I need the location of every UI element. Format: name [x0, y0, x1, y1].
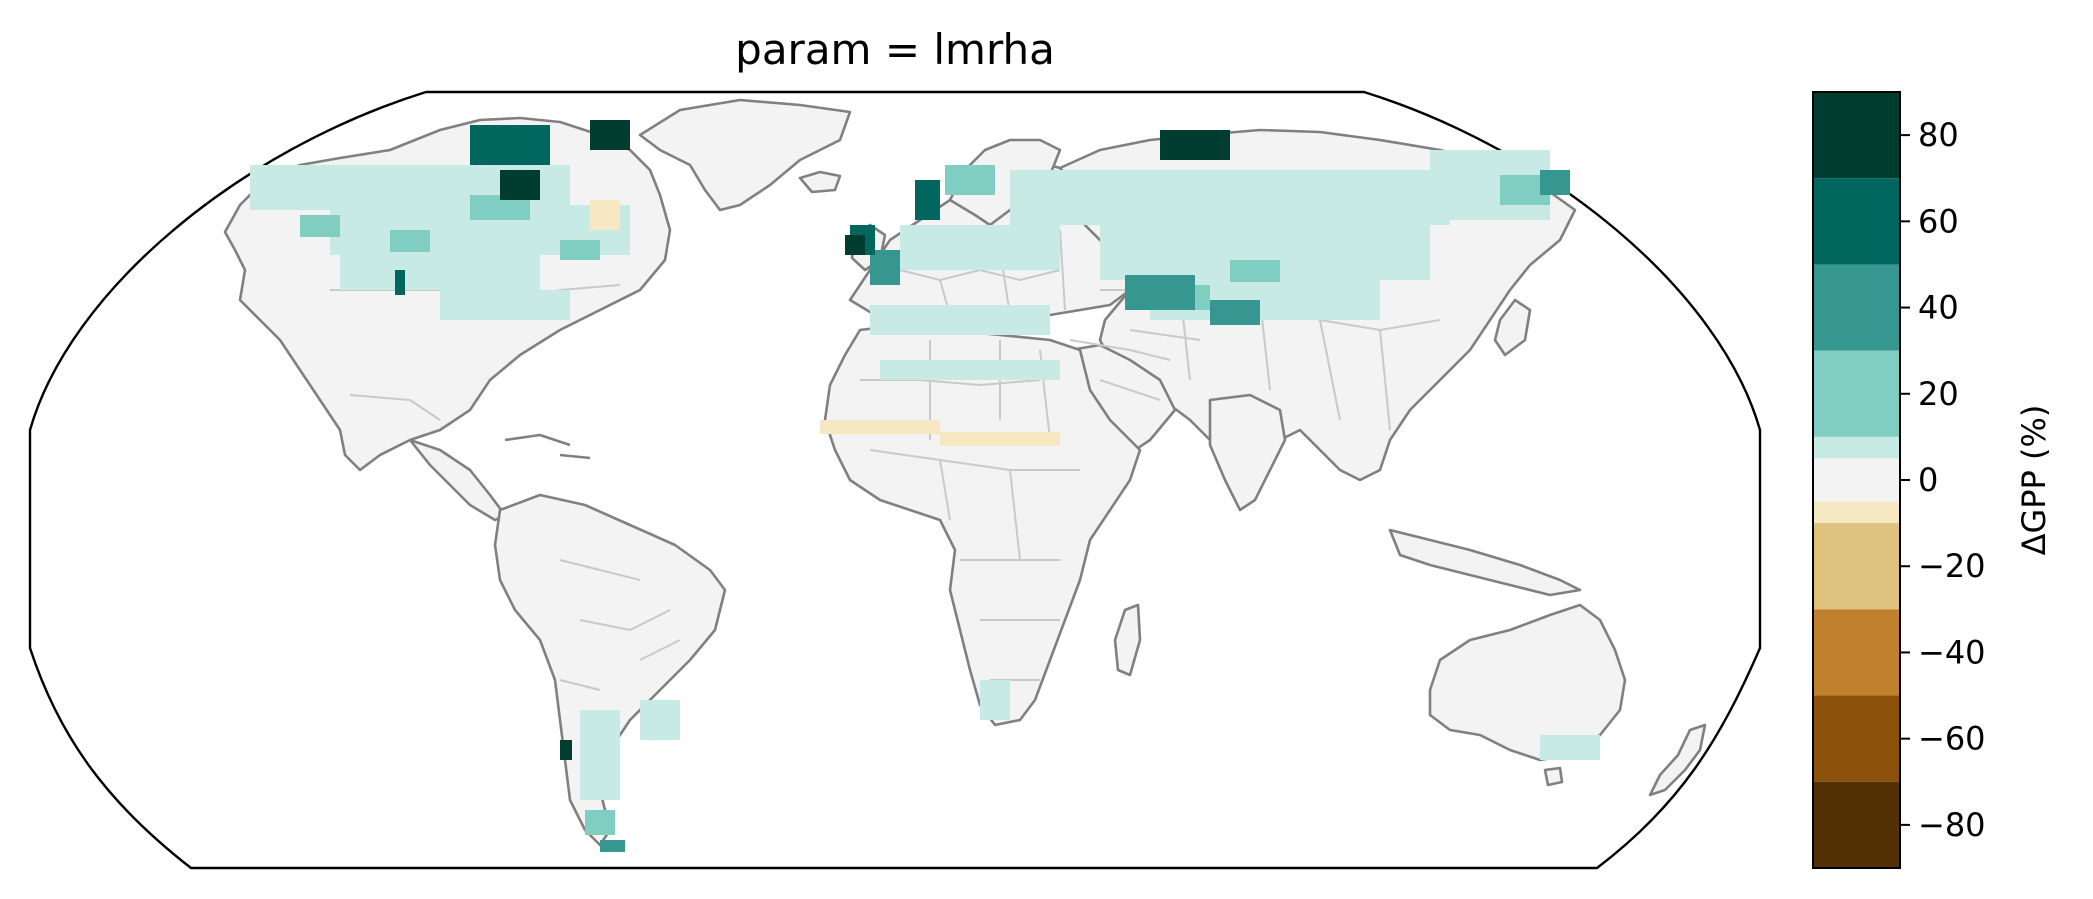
colorbar-ticks: 80 60 40 20 0 −20 −40 −60 −80	[1900, 116, 1986, 844]
cell-usa-northeast	[440, 290, 570, 320]
colorbar-bin-6	[1813, 501, 1900, 524]
iceland	[798, 170, 842, 194]
cell-canada-a	[300, 215, 340, 237]
cell-canada-d	[560, 240, 600, 260]
colorbar-tick-label: 40	[1918, 289, 1959, 327]
cell-uk-west	[845, 235, 865, 255]
colorbar-bin-2	[1813, 264, 1900, 351]
cell-hudson-b	[500, 170, 540, 200]
colorbar-bin-9	[1813, 695, 1900, 782]
colorbar-tick-label: −20	[1918, 547, 1986, 585]
cell-canada-south	[340, 250, 540, 290]
cells-70-90	[500, 120, 1230, 760]
borders-africa-central	[869, 449, 1080, 681]
cell-europe-central	[900, 225, 1060, 270]
new-zealand	[1648, 723, 1707, 797]
cell-russia-west	[1010, 170, 1450, 225]
colorbar: 80 60 40 20 0 −20 −40 −60 −80 ΔGPP (%)	[1812, 91, 2053, 869]
colorbar-bins	[1813, 92, 1900, 868]
cells-5-10	[250, 150, 1600, 800]
caribbean-islands	[504, 433, 591, 460]
cell-kazakhstan-d	[1210, 300, 1260, 325]
colorbar-bin-1	[1813, 178, 1900, 265]
cells-minus-5-10	[590, 200, 1060, 446]
cell-cape-horn	[600, 840, 625, 852]
colorbar-tick-label: −40	[1918, 633, 1986, 671]
world-map	[28, 90, 1762, 870]
cell-norway	[915, 180, 940, 220]
cell-chile	[560, 740, 572, 760]
colorbar-bin-4	[1813, 436, 1900, 459]
cells-10-30	[300, 165, 1550, 835]
scandinavia	[948, 138, 1062, 227]
colorbar-tick-label: 0	[1918, 461, 1938, 499]
colorbar-tick-label: 20	[1918, 375, 1959, 413]
greenland	[638, 98, 852, 212]
cell-south-africa	[980, 680, 1010, 720]
colorbar-tick-label: 60	[1918, 202, 1959, 240]
cell-kazakhstan-c	[1125, 275, 1195, 310]
cell-baffin	[590, 120, 630, 150]
cell-sahel-west	[820, 420, 940, 434]
colorbar-bin-10	[1813, 781, 1900, 868]
cell-france-west	[870, 250, 900, 285]
cell-labrador	[590, 200, 620, 230]
cell-canada-b	[390, 230, 430, 252]
borders-south-america	[559, 559, 681, 761]
colorbar-bin-7	[1813, 523, 1900, 610]
cell-australia-southeast	[1540, 735, 1600, 760]
colorbar-label: ΔGPP (%)	[2015, 405, 2053, 556]
cell-kamchatka-b	[1540, 170, 1570, 195]
madagascar	[1113, 603, 1142, 677]
japan	[1493, 298, 1532, 357]
southeast-asia-islands	[1388, 528, 1582, 597]
borders-middle-east	[1069, 339, 1171, 401]
cell-hudson-a	[470, 125, 550, 165]
cell-mediterranean	[870, 305, 1050, 335]
australia	[1428, 603, 1627, 762]
cell-sahel-east	[940, 432, 1060, 446]
cells-30-50	[600, 170, 1570, 852]
colorbar-bin-8	[1813, 609, 1900, 696]
cell-siberia-north	[1160, 130, 1230, 160]
colorbar-bin-0	[1813, 92, 1900, 179]
cell-patagonia	[580, 710, 620, 800]
cell-sahara-north	[880, 360, 1060, 380]
gpp-change-cells	[250, 120, 1600, 852]
colorbar-tick-label: −60	[1918, 720, 1986, 758]
border-usa-mexico	[349, 394, 441, 421]
cell-scandinavia	[945, 165, 995, 195]
colorbar-bin-3	[1813, 350, 1900, 437]
cell-ontario	[395, 270, 405, 295]
borders-africa-north	[860, 340, 1051, 441]
cell-kazakhstan-b	[1230, 260, 1280, 282]
indian-subcontinent	[1208, 393, 1287, 512]
tasmania	[1543, 766, 1564, 787]
cell-argentina	[640, 700, 680, 740]
colorbar-tick-label: 80	[1918, 116, 1959, 154]
map-title: param = lmrha	[735, 25, 1055, 74]
cell-tierra-del-fuego	[585, 810, 615, 835]
colorbar-bin-5	[1813, 458, 1900, 502]
colorbar-tick-label: −80	[1918, 806, 1986, 844]
